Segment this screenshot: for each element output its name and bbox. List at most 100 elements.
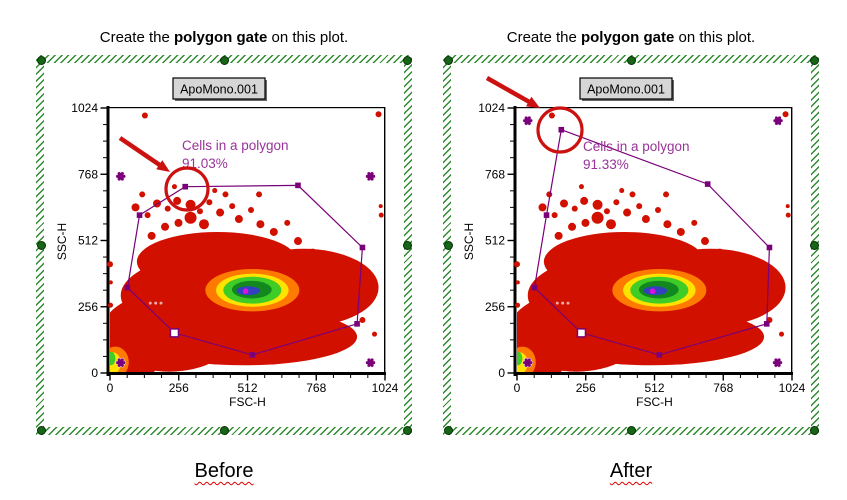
instruction-bold: polygon gate xyxy=(173,29,268,46)
y-tick-label: 512 xyxy=(78,234,98,248)
flower-marker xyxy=(772,357,783,368)
selection-handle-top-right[interactable] xyxy=(403,55,412,65)
y-axis-label: SSC-H xyxy=(55,223,69,260)
before-caption: Before xyxy=(194,460,254,482)
instruction-prefix: Create the xyxy=(99,29,174,46)
selection-handle-mid-right[interactable] xyxy=(810,241,819,250)
x-tick-label: 512 xyxy=(237,381,257,395)
selection-handle-bottom-left[interactable] xyxy=(443,426,453,435)
selection-handle-mid-right[interactable] xyxy=(403,241,412,250)
y-tick-label: 768 xyxy=(485,167,505,181)
instruction-suffix: on this plot. xyxy=(674,29,756,46)
selection-handle-mid-left[interactable] xyxy=(443,241,453,250)
selection-handle-bottom-mid[interactable] xyxy=(627,426,636,435)
polygon-vertex[interactable] xyxy=(763,321,770,327)
flower-marker xyxy=(522,357,533,368)
flower-marker xyxy=(115,357,126,368)
flower-marker xyxy=(115,171,126,182)
x-tick-label: 768 xyxy=(713,381,733,395)
plot-header-title: ApoMono.001 xyxy=(587,83,665,97)
density-cloud xyxy=(517,184,786,373)
x-axis xyxy=(513,372,793,375)
instruction-prefix: Create the xyxy=(506,29,581,46)
plot-header-title: ApoMono.001 xyxy=(180,83,258,97)
selection-handle-bottom-right[interactable] xyxy=(810,426,819,435)
selection-handle-top-right[interactable] xyxy=(810,55,819,65)
plot-header-box[interactable] xyxy=(579,77,673,100)
flower-marker xyxy=(772,115,784,126)
instruction-text: Create the polygon gate on this plot. xyxy=(28,29,420,46)
x-tick-label: 1024 xyxy=(372,381,399,395)
x-tick-label: 0 xyxy=(107,381,114,395)
panel-before: Create the polygon gate on this plot. 0 2… xyxy=(28,20,420,498)
instruction-text: Create the polygon gate on this plot. xyxy=(435,29,827,46)
x-tick-label: 768 xyxy=(306,381,326,395)
panel-after: Create the polygon gate on this plot. 0 2… xyxy=(435,20,827,498)
y-tick-label: 768 xyxy=(78,167,98,181)
y-axis-label: SSC-H xyxy=(462,223,476,260)
x-tick-label: 512 xyxy=(644,381,664,395)
x-tick-label: 0 xyxy=(514,381,521,395)
polygon-vertex[interactable] xyxy=(295,182,301,189)
instruction-bold: polygon gate xyxy=(580,29,675,46)
x-axis-label: FSC-H xyxy=(229,395,266,409)
polygon-vertex[interactable] xyxy=(543,212,550,218)
y-axis xyxy=(106,106,110,376)
selection-handle-top-mid[interactable] xyxy=(220,55,229,65)
flow-plot-after: 0 256 512 768 1024 0 256 512 768 1024 FSC-H SSC-H Ap… xyxy=(462,76,806,409)
selection-handle-mid-left[interactable] xyxy=(36,241,46,250)
polygon-vertex-hollow[interactable] xyxy=(576,328,587,338)
polygon-vertex[interactable] xyxy=(124,284,131,291)
selection-handle-bottom-right[interactable] xyxy=(403,426,412,435)
density-cloud xyxy=(110,184,379,373)
x-axis-label: FSC-H xyxy=(636,395,673,409)
x-tick-label: 256 xyxy=(576,381,596,395)
polygon-vertex-hollow[interactable] xyxy=(169,328,180,338)
flow-plot-before: 0 256 512 768 1024 0 256 512 768 1024 FSC-H SSC-H Ap… xyxy=(55,77,399,409)
selection-handle-top-left[interactable] xyxy=(36,55,46,65)
selection-handle-bottom-mid[interactable] xyxy=(220,426,229,435)
gate-label: Cells in a polygon xyxy=(182,138,289,153)
y-tick-label: 0 xyxy=(91,366,98,380)
polygon-vertex[interactable] xyxy=(249,352,256,358)
polygon-vertex[interactable] xyxy=(766,244,773,251)
highlight-circle xyxy=(536,106,584,154)
polygon-vertex[interactable] xyxy=(354,321,360,327)
flower-marker xyxy=(365,171,376,182)
y-axis xyxy=(513,106,517,376)
density-peak xyxy=(649,288,656,295)
flower-marker xyxy=(522,115,533,126)
polygon-vertex[interactable] xyxy=(704,181,711,187)
y-tick-label: 0 xyxy=(498,366,505,380)
gate-percent: 91.33% xyxy=(583,157,629,172)
plot-header-box[interactable] xyxy=(172,77,266,100)
x-tick-label: 1024 xyxy=(779,381,806,395)
flower-marker xyxy=(365,357,376,368)
y-tick-label: 256 xyxy=(78,300,98,314)
polygon-vertex[interactable] xyxy=(558,126,565,133)
selection-handle-bottom-left[interactable] xyxy=(36,426,46,435)
x-axis xyxy=(106,372,386,375)
instruction-suffix: on this plot. xyxy=(267,29,349,46)
after-caption: After xyxy=(609,460,653,482)
highlight-arrow-head xyxy=(526,96,540,108)
highlight-arrow-shaft xyxy=(485,76,533,106)
y-tick-label: 1024 xyxy=(478,101,505,115)
polygon-vertex[interactable] xyxy=(531,284,538,291)
polygon-vertex[interactable] xyxy=(359,244,366,251)
gate-label: Cells in a polygon xyxy=(583,139,690,154)
gate-percent: 91.03% xyxy=(182,156,228,171)
x-tick-label: 256 xyxy=(169,381,189,395)
selection-handle-top-mid[interactable] xyxy=(627,55,636,65)
polygon-vertex[interactable] xyxy=(656,352,663,358)
highlight-arrow-shaft xyxy=(118,136,163,169)
selection-border: 0 256 512 768 1024 0 256 512 768 1024 FSC-H SSC-H Ap… xyxy=(443,55,819,435)
y-tick-label: 1024 xyxy=(71,101,98,115)
y-tick-label: 512 xyxy=(485,234,505,248)
selection-handle-top-left[interactable] xyxy=(443,55,453,65)
y-tick-label: 256 xyxy=(485,300,505,314)
highlight-arrow-head xyxy=(156,160,170,172)
polygon-vertex[interactable] xyxy=(136,212,143,218)
highlight-circle xyxy=(164,166,210,212)
polygon-vertex[interactable] xyxy=(182,183,188,190)
